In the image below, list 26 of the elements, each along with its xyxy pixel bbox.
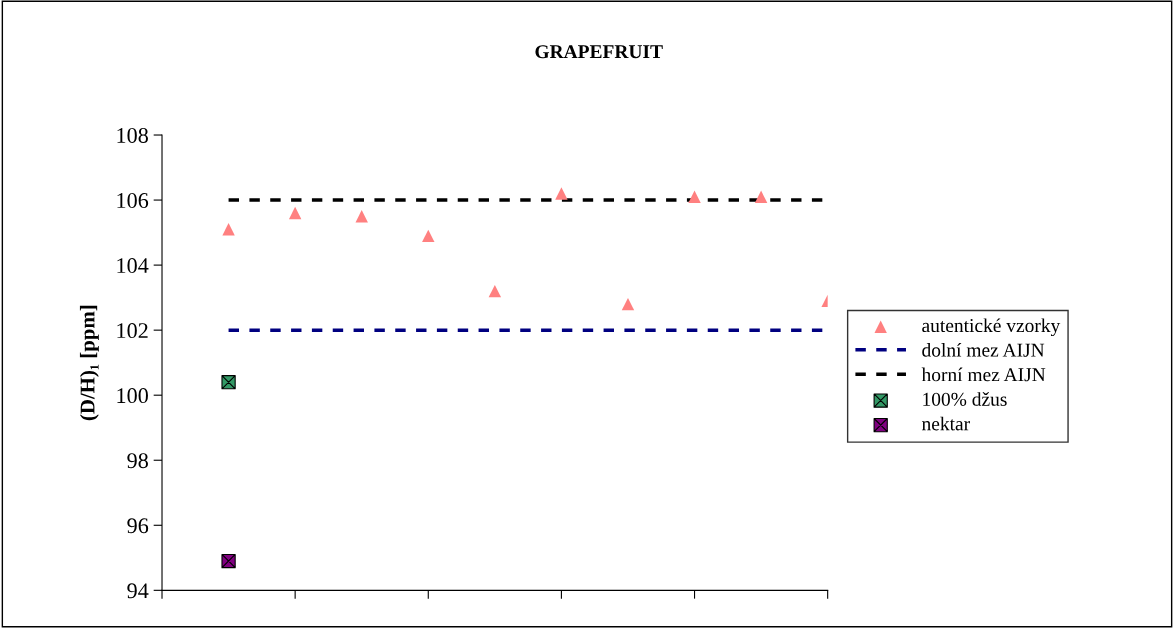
point (288, 206, 302, 220)
legend-label: dolní mez AIJN (922, 343, 1045, 357)
y-tick-label: 94 (127, 583, 149, 599)
point (688, 190, 701, 204)
y-tick-label: 98 (127, 453, 148, 469)
y-tick-label: 108 (117, 127, 148, 143)
y-tick-label: 96 (127, 518, 149, 534)
point (488, 284, 502, 298)
chart-title: GRAPEFRUIT (535, 45, 663, 59)
legend-label: nektar (921, 416, 970, 431)
y-tick-label: 104 (117, 258, 149, 274)
point (555, 187, 568, 200)
y-tick-label: 100 (117, 388, 148, 404)
point (355, 210, 368, 223)
y-tick-label: 106 (117, 193, 149, 208)
point (754, 190, 768, 204)
legend-label: 100% džus (923, 392, 1007, 406)
point (221, 375, 236, 390)
legend-label: horní mez AIJN (921, 367, 1046, 382)
y-axis-title: (D/H)₁ [ppm] (79, 305, 99, 421)
point (422, 229, 435, 243)
y-tick-label: 102 (117, 323, 148, 339)
point (222, 223, 235, 236)
point (221, 553, 236, 569)
legend-label: autentické vzorky (922, 318, 1061, 337)
point (621, 297, 635, 311)
